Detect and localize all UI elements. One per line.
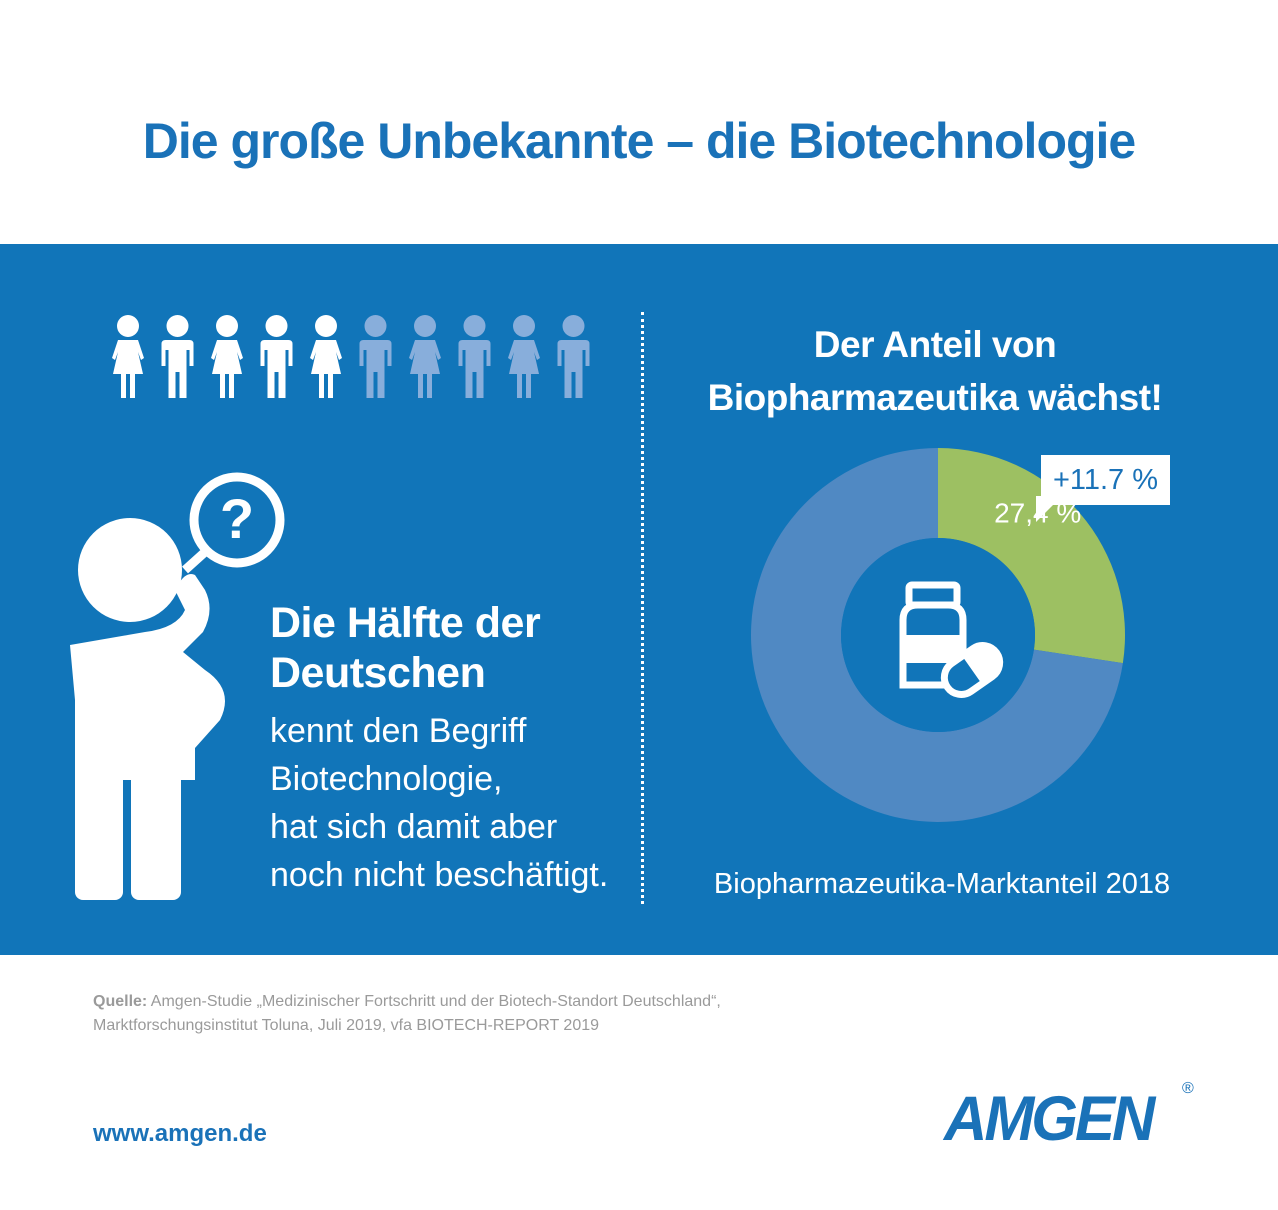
person-icon xyxy=(161,315,194,398)
svg-text:?: ? xyxy=(220,487,254,550)
market-share-donut-chart: 27,4 % xyxy=(750,448,1125,822)
person-icon xyxy=(211,315,243,398)
source-note: Quelle: Amgen-Studie „Medizinischer Fort… xyxy=(93,990,721,1038)
donut-slice-rest xyxy=(750,448,1123,822)
website-link[interactable]: www.amgen.de xyxy=(93,1120,267,1147)
medicine-bottle-pill-icon xyxy=(899,581,1004,698)
stat-headline-line2: Deutschen xyxy=(270,649,486,697)
source-line2: Marktforschungsinstitut Toluna, Juli 201… xyxy=(93,1017,600,1034)
chart-title-line1: Der Anteil von xyxy=(813,324,1057,365)
stat-headline: Die Hälfte der Deutschen xyxy=(270,598,541,698)
chart-title-line2: Biopharmazeutika wächst! xyxy=(707,377,1163,418)
person-icon xyxy=(557,315,590,398)
person-icon xyxy=(508,315,540,398)
person-question-icon: ? xyxy=(70,472,285,900)
person-icon xyxy=(260,315,293,398)
chart-caption: Biopharmazeutika-Marktanteil 2018 xyxy=(713,868,1171,900)
stat-description-line3: hat sich damit aber xyxy=(270,808,558,846)
people-icon-row xyxy=(112,315,590,398)
page-title: Die große Unbekannte – die Biotechnologi… xyxy=(142,113,1136,169)
growth-badge-pointer xyxy=(1036,496,1062,522)
stat-description-line4: noch nicht beschäftigt. xyxy=(270,856,609,894)
stat-headline-line1: Die Hälfte der xyxy=(270,599,541,647)
person-icon xyxy=(458,315,491,398)
donut-slice-biopharma xyxy=(938,448,1125,664)
source-label: Quelle: xyxy=(93,993,148,1010)
stat-description-line2: Biotechnologie, xyxy=(270,760,503,798)
amgen-logo: AMGEN xyxy=(944,1083,1155,1154)
source-line1: Amgen-Studie „Medizinischer Fortschritt … xyxy=(147,993,721,1010)
person-icon xyxy=(310,315,342,398)
person-icon xyxy=(112,315,144,398)
stat-description-line1: kennt den Begriff xyxy=(270,712,527,750)
stat-description: kennt den Begriff Biotechnologie, hat si… xyxy=(270,707,608,899)
growth-badge: +11.7 % xyxy=(1041,455,1170,505)
registered-mark: ® xyxy=(1182,1080,1194,1097)
dotted-divider xyxy=(641,312,644,904)
person-icon xyxy=(409,315,441,398)
person-icon xyxy=(359,315,392,398)
chart-title: Der Anteil von Biopharmazeutika wächst! xyxy=(640,318,1230,424)
